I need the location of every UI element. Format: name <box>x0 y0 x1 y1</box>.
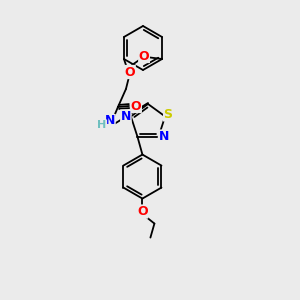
Text: N: N <box>158 130 169 143</box>
Text: S: S <box>164 108 172 121</box>
Text: O: O <box>130 100 141 112</box>
Text: N: N <box>121 110 131 123</box>
Text: O: O <box>130 98 141 112</box>
Text: N: N <box>105 115 115 128</box>
Text: O: O <box>124 65 135 79</box>
Text: O: O <box>139 50 149 62</box>
Text: O: O <box>137 205 148 218</box>
Text: H: H <box>97 120 106 130</box>
